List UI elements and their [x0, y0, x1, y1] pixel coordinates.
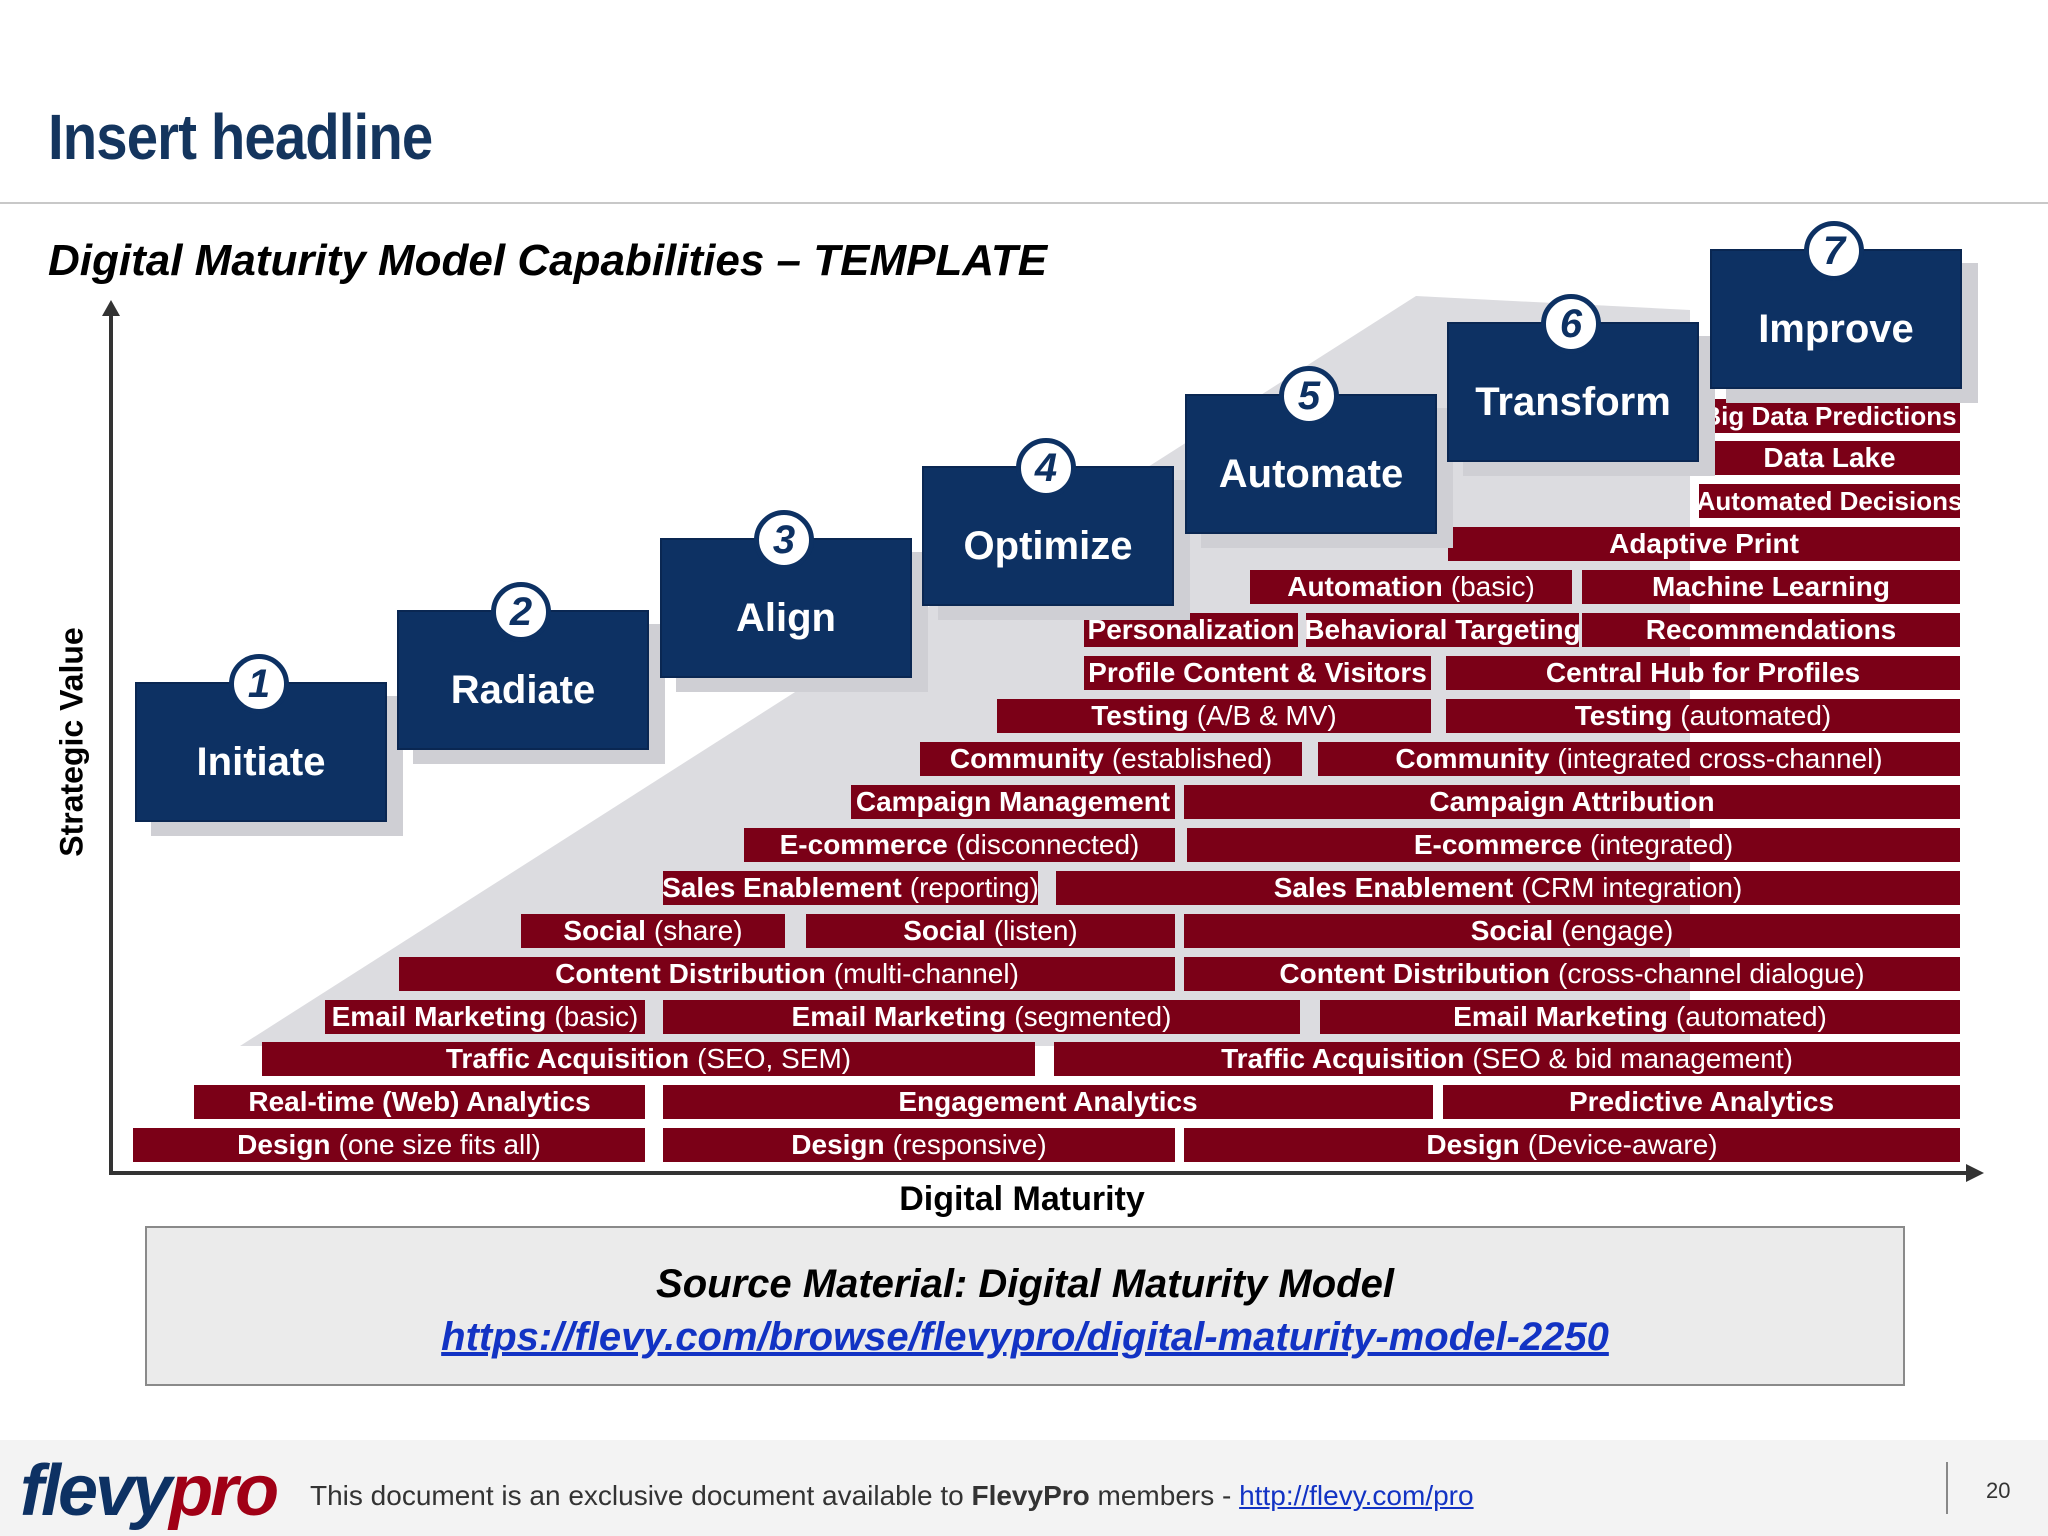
stage-number-badge: 3: [754, 510, 814, 570]
capability-bar: Predictive Analytics: [1443, 1085, 1960, 1119]
capability-bar: Central Hub for Profiles: [1446, 656, 1960, 690]
capability-bar: Testing (automated): [1446, 699, 1960, 733]
capability-bar: Profile Content & Visitors: [1084, 656, 1431, 690]
capability-bar: Engagement Analytics: [663, 1085, 1433, 1119]
stage-number-badge: 4: [1016, 438, 1076, 498]
capability-bar: Traffic Acquisition (SEO, SEM): [262, 1042, 1035, 1076]
stage-number-badge: 7: [1804, 221, 1864, 281]
source-box: Source Material: Digital Maturity Model …: [145, 1226, 1905, 1386]
y-axis-label: Strategic Value: [53, 627, 90, 857]
diagram-title: Digital Maturity Model Capabilities – TE…: [48, 236, 1048, 285]
capability-bar: E-commerce (integrated): [1187, 828, 1960, 862]
stage-number-badge: 1: [229, 654, 289, 714]
capability-bar: Design (one size fits all): [133, 1128, 645, 1162]
stage-number-badge: 6: [1541, 294, 1601, 354]
capability-bar: Personalization: [1084, 613, 1298, 647]
capability-bar: Big Data Predictions: [1699, 399, 1960, 433]
page-number: 20: [1986, 1478, 2011, 1503]
x-axis-label: Digital Maturity: [899, 1180, 1145, 1218]
capability-bar: Social (share): [521, 914, 785, 948]
capability-bar: Automation (basic): [1250, 570, 1572, 604]
capability-bar: Data Lake: [1699, 441, 1960, 475]
capability-bar: Testing (A/B & MV): [997, 699, 1431, 733]
capability-bar: Email Marketing (basic): [325, 1000, 645, 1034]
footer-divider: [1946, 1462, 1948, 1514]
capability-bar: Community (integrated cross-channel): [1318, 742, 1960, 776]
flevypro-logo: flevypro: [20, 1451, 279, 1531]
stage-number-badge: 5: [1279, 366, 1339, 426]
capability-bar: E-commerce (disconnected): [744, 828, 1175, 862]
capability-bar: Social (listen): [806, 914, 1175, 948]
capability-bar: Campaign Attribution: [1184, 785, 1960, 819]
x-axis-arrow: [1966, 1164, 1984, 1182]
header-divider: [0, 202, 2048, 204]
y-axis-arrow: [102, 300, 120, 316]
capability-bar: Email Marketing (automated): [1320, 1000, 1960, 1034]
capability-bar: Real-time (Web) Analytics: [194, 1085, 645, 1119]
footer-link[interactable]: http://flevy.com/pro: [1239, 1480, 1474, 1511]
capability-bar: Content Distribution (multi-channel): [399, 957, 1175, 991]
capability-bar: Adaptive Print: [1448, 527, 1960, 561]
capability-bar: Social (engage): [1184, 914, 1960, 948]
capability-bar: Email Marketing (segmented): [663, 1000, 1300, 1034]
capability-bar: Campaign Management: [851, 785, 1175, 819]
source-link[interactable]: https://flevy.com/browse/flevypro/digita…: [441, 1315, 1609, 1359]
capability-bar: Sales Enablement (reporting): [663, 871, 1038, 905]
page-headline: Insert headline: [48, 101, 433, 173]
footer-bar: [0, 1440, 2048, 1536]
y-axis: [109, 310, 113, 1174]
capability-bar: Recommendations: [1582, 613, 1960, 647]
capability-bar: Behavioral Targeting: [1306, 613, 1579, 647]
stage-number-badge: 2: [491, 582, 551, 642]
capability-bar: Design (Device-aware): [1184, 1128, 1960, 1162]
capability-bar: Community (established): [920, 742, 1302, 776]
x-axis: [109, 1171, 1969, 1175]
capability-bar: Design (responsive): [663, 1128, 1175, 1162]
capability-bar: Content Distribution (cross-channel dialo…: [1184, 957, 1960, 991]
capability-bar: Automated Decisions: [1699, 484, 1960, 518]
source-title: Source Material: Digital Maturity Model: [656, 1262, 1394, 1306]
capability-bar: Machine Learning: [1582, 570, 1960, 604]
capability-bar: Traffic Acquisition (SEO & bid management…: [1054, 1042, 1960, 1076]
footer-notice: This document is an exclusive document a…: [310, 1480, 1474, 1511]
capability-bar: Sales Enablement (CRM integration): [1056, 871, 1960, 905]
